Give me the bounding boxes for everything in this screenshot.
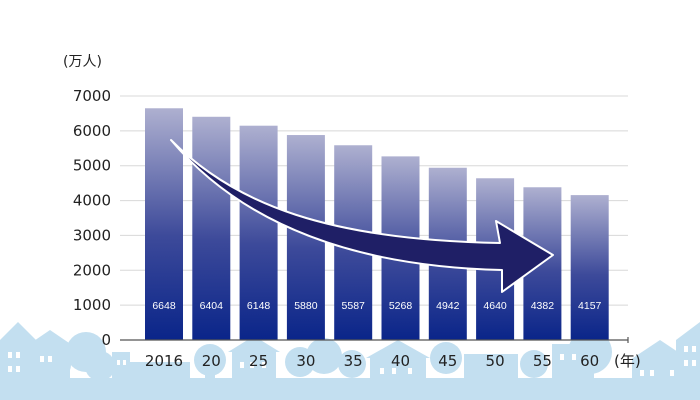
y-tick-label: 1000 — [73, 296, 111, 314]
y-tick-label: 7000 — [73, 87, 111, 105]
town-skyline-decoration — [0, 322, 700, 400]
x-tick-label: 25 — [249, 352, 268, 370]
bar-value-label: 6148 — [247, 300, 271, 312]
x-tick-label: 50 — [486, 352, 505, 370]
bar-value-label: 5268 — [389, 300, 413, 312]
bar-value-label: 6404 — [200, 300, 224, 312]
bar-value-label: 4157 — [578, 300, 602, 312]
bar-value-label: 6648 — [152, 300, 176, 312]
bar-value-label: 5880 — [294, 300, 318, 312]
x-tick-label: 40 — [391, 352, 410, 370]
bar — [570, 195, 609, 340]
y-axis-ticks: 0 1000 2000 3000 4000 5000 6000 7000 — [73, 87, 111, 349]
y-axis-unit-label: (万人) — [63, 54, 102, 70]
bar-value-label: 4382 — [531, 300, 555, 312]
bar — [192, 116, 231, 340]
bar-value-label: 4942 — [436, 300, 460, 312]
y-tick-label: 4000 — [73, 192, 111, 210]
x-tick-label: 60 — [580, 352, 599, 370]
y-tick-label: 3000 — [73, 226, 111, 244]
axes — [120, 337, 629, 343]
value-labels: 6648 6404 6148 5880 5587 5268 4942 4640 4382 4157 — [152, 300, 601, 312]
y-tick-label: 0 — [101, 331, 111, 349]
bar-value-label: 5587 — [342, 300, 366, 312]
x-tick-label: 30 — [296, 352, 315, 370]
downward-trend-arrow — [170, 139, 554, 293]
x-tick-label: 2016 — [145, 352, 183, 370]
bar — [239, 125, 278, 340]
x-tick-label: 35 — [344, 352, 363, 370]
bar-value-label: 4640 — [483, 300, 507, 312]
x-axis-ticks: 2016 20 25 30 35 40 45 50 55 60 — [145, 352, 599, 370]
x-tick-label: 55 — [533, 352, 552, 370]
x-axis-unit-label: (年) — [614, 352, 641, 370]
y-tick-label: 5000 — [73, 157, 111, 175]
y-tick-label: 6000 — [73, 122, 111, 140]
x-tick-label: 20 — [202, 352, 221, 370]
y-tick-label: 2000 — [73, 261, 111, 279]
x-tick-label: 45 — [438, 352, 457, 370]
